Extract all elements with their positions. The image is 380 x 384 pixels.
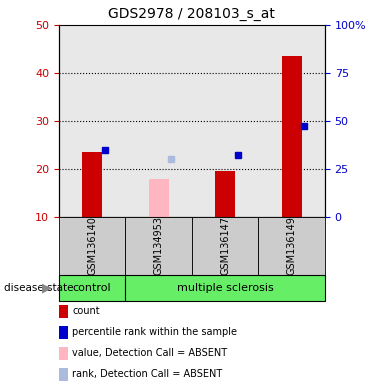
Bar — [125, 217, 192, 275]
Text: multiple sclerosis: multiple sclerosis — [177, 283, 274, 293]
Text: value, Detection Call = ABSENT: value, Detection Call = ABSENT — [72, 348, 227, 358]
Text: percentile rank within the sample: percentile rank within the sample — [72, 327, 237, 337]
Text: GSM136140: GSM136140 — [87, 216, 97, 275]
Text: rank, Detection Call = ABSENT: rank, Detection Call = ABSENT — [72, 369, 222, 379]
Bar — [82, 152, 102, 217]
Text: count: count — [72, 306, 100, 316]
Bar — [258, 217, 325, 275]
Bar — [192, 25, 258, 217]
Text: GSM136149: GSM136149 — [287, 216, 297, 275]
Text: ▶: ▶ — [42, 281, 51, 295]
Bar — [282, 56, 302, 217]
Bar — [258, 25, 325, 217]
Bar — [192, 217, 258, 275]
Bar — [149, 179, 169, 217]
Bar — [59, 217, 125, 275]
Text: GSM136147: GSM136147 — [220, 216, 230, 275]
Bar — [59, 25, 125, 217]
Bar — [125, 25, 192, 217]
Text: control: control — [73, 283, 111, 293]
Text: disease state: disease state — [4, 283, 73, 293]
Bar — [215, 171, 235, 217]
Text: GSM134953: GSM134953 — [154, 216, 164, 275]
Title: GDS2978 / 208103_s_at: GDS2978 / 208103_s_at — [108, 7, 276, 21]
